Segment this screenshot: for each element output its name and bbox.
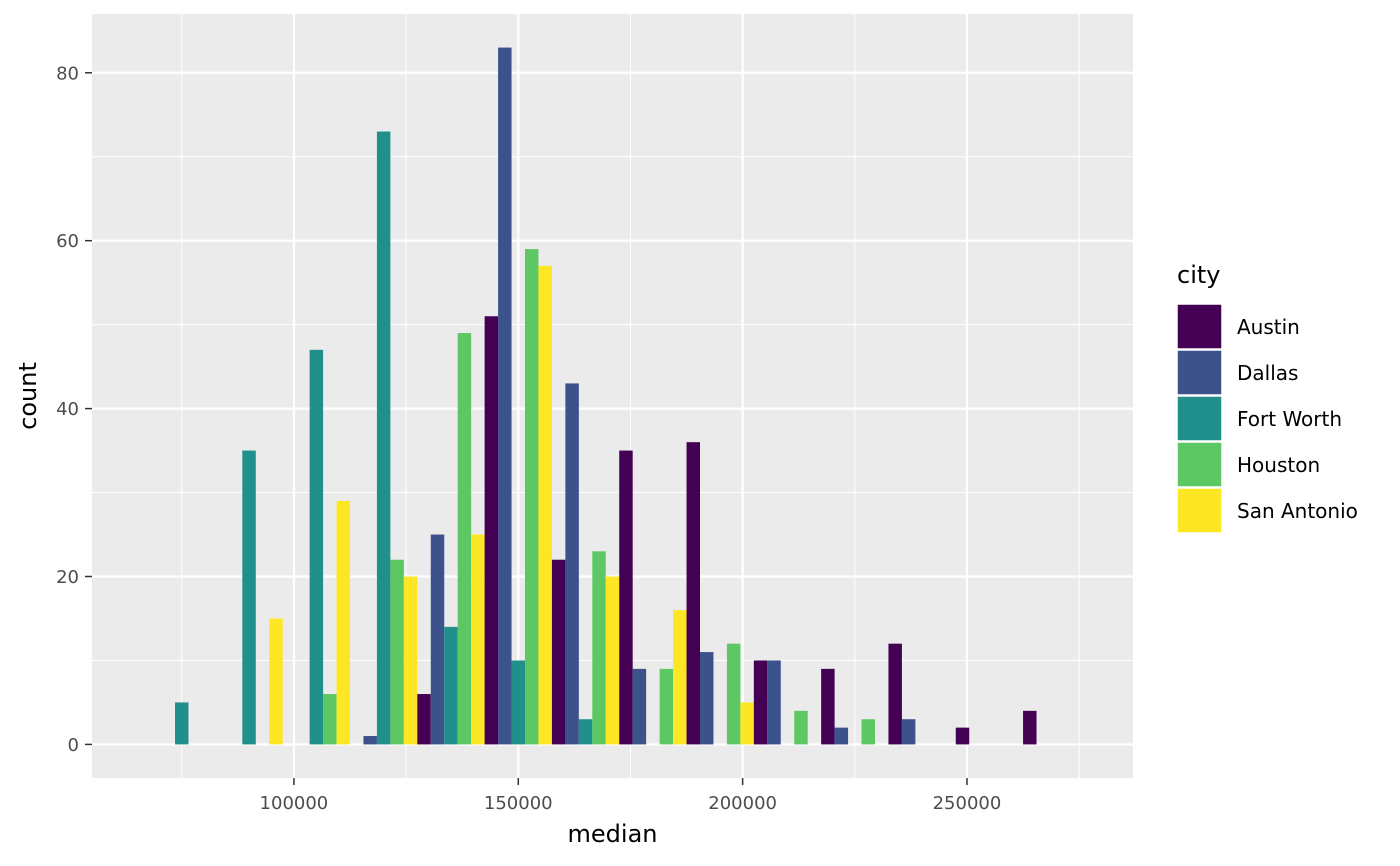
bar <box>592 551 606 745</box>
legend-swatch <box>1176 349 1223 396</box>
x-axis: 100000 150000 200000 250000 <box>260 778 1002 814</box>
bar <box>498 47 512 745</box>
bar <box>417 694 431 745</box>
bar <box>269 618 283 745</box>
bar <box>309 349 324 745</box>
bar <box>242 450 256 745</box>
bar <box>767 660 781 745</box>
legend-label: San Antonio <box>1237 499 1358 523</box>
bar <box>511 660 526 745</box>
bar <box>430 534 445 745</box>
bar <box>699 652 714 745</box>
bar <box>336 500 351 745</box>
bar <box>565 383 579 745</box>
bar <box>175 702 189 745</box>
bar <box>525 249 539 745</box>
legend-swatch <box>1176 303 1223 350</box>
bar <box>821 668 835 745</box>
legend-items: Austin Dallas Fort Worth Houston San Antonio <box>1176 303 1358 534</box>
bar <box>471 534 485 745</box>
y-tick-label: 40 <box>56 399 79 420</box>
bar <box>538 265 552 745</box>
bar <box>390 559 404 745</box>
bar <box>740 702 754 745</box>
bar <box>794 710 808 745</box>
bar <box>551 559 566 745</box>
legend-swatch <box>1176 487 1223 534</box>
x-tick-label: 100000 <box>260 793 329 814</box>
bar <box>444 626 458 745</box>
bar <box>376 131 391 745</box>
legend-label: Houston <box>1237 453 1320 477</box>
bar <box>753 660 768 745</box>
bar <box>659 668 674 745</box>
bar <box>1023 710 1037 745</box>
x-axis-title: median <box>568 820 658 848</box>
bar <box>619 450 633 745</box>
bar <box>323 694 337 745</box>
bar <box>632 668 647 745</box>
bar <box>901 719 916 745</box>
bar <box>457 333 472 745</box>
y-tick-label: 60 <box>56 231 79 252</box>
bar <box>578 719 593 745</box>
legend-label: Fort Worth <box>1237 407 1342 431</box>
bar <box>363 736 377 745</box>
bar <box>955 727 970 745</box>
legend: city Austin Dallas Fort Worth Houston San An… <box>1176 261 1358 534</box>
bar <box>686 442 700 745</box>
bar <box>403 576 418 745</box>
legend-title: city <box>1177 261 1220 289</box>
y-axis: 0 20 40 60 80 <box>56 63 92 756</box>
legend-swatch <box>1176 395 1223 442</box>
x-tick-label: 150000 <box>484 793 553 814</box>
x-tick-label: 200000 <box>708 793 777 814</box>
bar <box>888 643 902 745</box>
legend-label: Austin <box>1237 315 1300 339</box>
legend-label: Dallas <box>1237 361 1298 385</box>
bar <box>673 610 687 745</box>
legend-swatch <box>1176 441 1223 488</box>
y-tick-label: 20 <box>56 567 79 588</box>
y-tick-label: 0 <box>68 735 79 756</box>
y-tick-label: 80 <box>56 63 79 84</box>
bar <box>726 643 741 745</box>
y-axis-title: count <box>14 362 42 430</box>
x-tick-label: 250000 <box>933 793 1002 814</box>
bars <box>175 47 1037 745</box>
bar <box>861 719 875 745</box>
bar <box>834 727 849 745</box>
bar <box>605 576 620 745</box>
bar <box>484 316 499 745</box>
